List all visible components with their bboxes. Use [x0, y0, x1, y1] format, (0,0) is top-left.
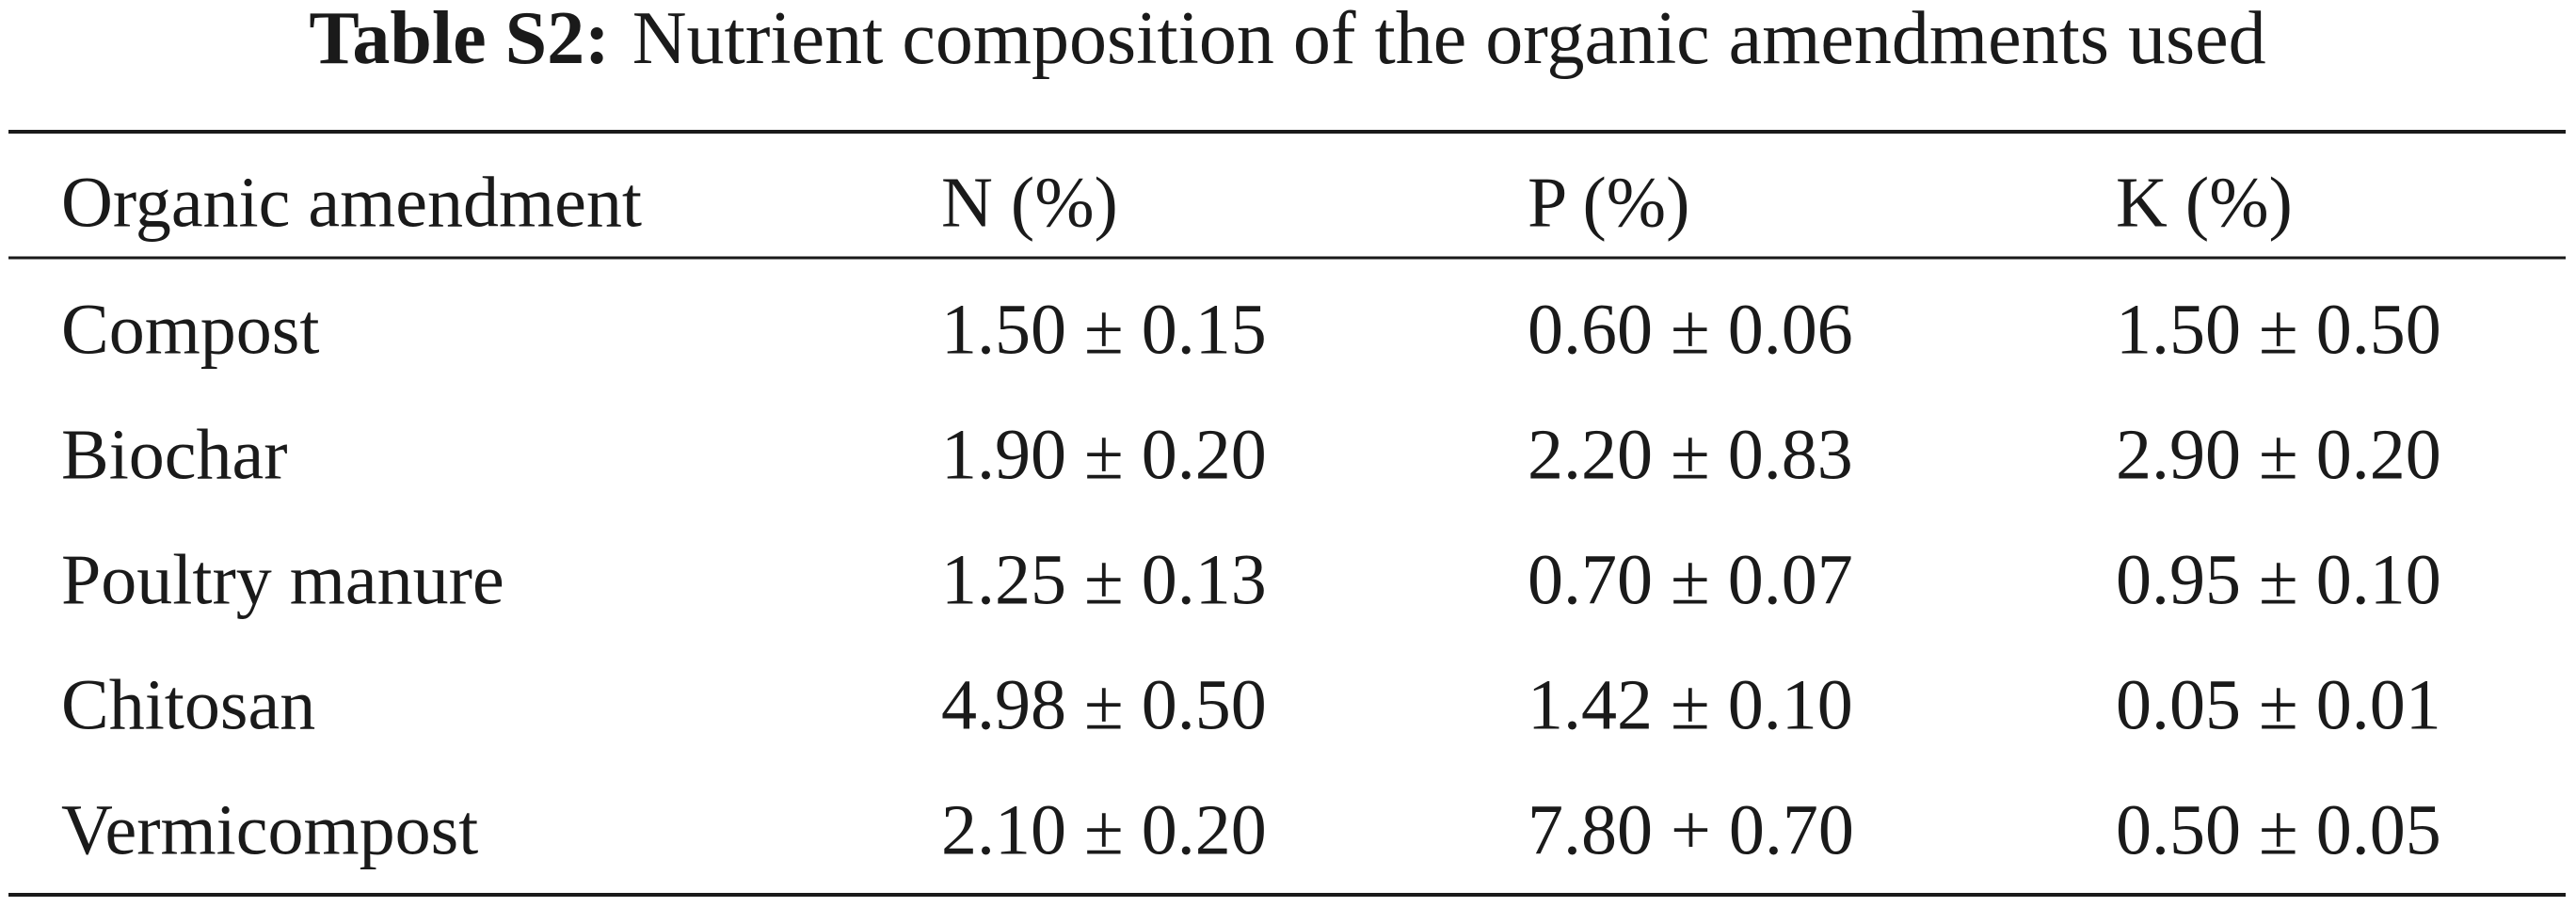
table-title: Table S2: Nutrient composition of the org…: [309, 0, 2265, 80]
row-label: Compost: [61, 290, 320, 369]
row-label: Chitosan: [61, 665, 315, 744]
value-cell: 0.05 ± 0.01: [2116, 665, 2441, 744]
value-cell: 7.80 + 0.70: [1528, 790, 1854, 869]
value-cell: 0.70 ± 0.07: [1528, 540, 1853, 619]
header-cell: P (%): [1528, 163, 1689, 242]
value-cell: 1.42 ± 0.10: [1528, 665, 1853, 744]
table-label: Table S2:: [309, 0, 609, 80]
value-cell: 4.98 ± 0.50: [941, 665, 1267, 744]
value-cell: 1.50 ± 0.15: [941, 290, 1267, 369]
value-cell: 2.90 ± 0.20: [2116, 415, 2441, 494]
table-caption: Nutrient composition of the organic amen…: [632, 0, 2266, 80]
value-cell: 1.90 ± 0.20: [941, 415, 1267, 494]
value-cell: 0.50 ± 0.05: [2116, 790, 2441, 869]
header-cell: K (%): [2116, 163, 2293, 242]
header-cell: Organic amendment: [61, 163, 642, 242]
value-cell: 1.25 ± 0.13: [941, 540, 1267, 619]
value-cell: 0.60 ± 0.06: [1528, 290, 1853, 369]
table-body: Organic amendment N (%) P (%) K (%) Compost 1…: [61, 163, 2441, 869]
value-cell: 2.10 ± 0.20: [941, 790, 1267, 869]
row-label: Poultry manure: [61, 540, 504, 619]
value-cell: 0.95 ± 0.10: [2116, 540, 2441, 619]
row-label: Vermicompost: [61, 790, 478, 869]
header-cell: N (%): [941, 163, 1118, 242]
row-label: Biochar: [61, 415, 288, 494]
value-cell: 2.20 ± 0.83: [1528, 415, 1853, 494]
value-cell: 1.50 ± 0.50: [2116, 290, 2441, 369]
